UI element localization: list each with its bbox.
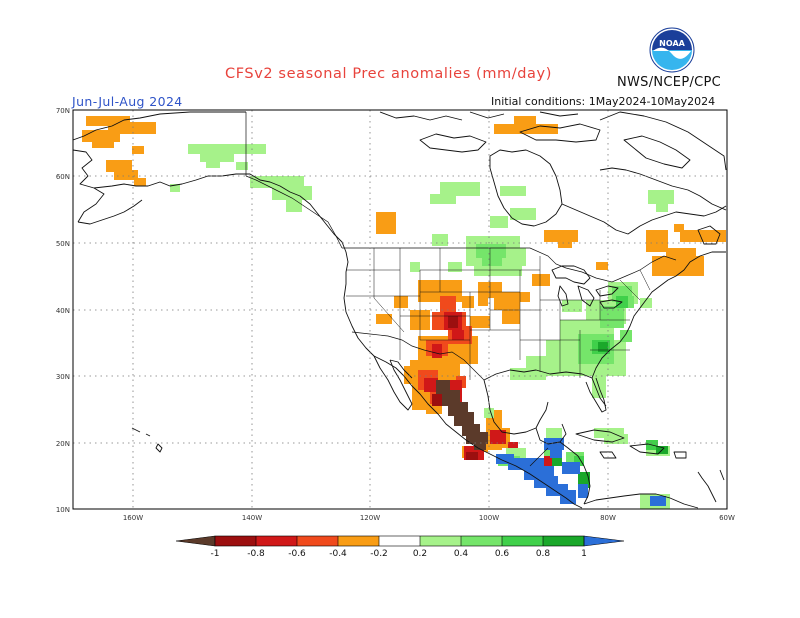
colorbar-swatch-2 (256, 536, 297, 546)
colorbar: -1 -0.8 -0.6 -0.4 -0.2 0.2 0.4 0.6 0.8 1 (175, 535, 625, 559)
lon-label-100w: 100W (479, 514, 499, 522)
map-title: CFSv2 seasonal Prec anomalies (mm/day) (225, 66, 552, 82)
colorbar-swatch-6 (420, 536, 461, 546)
anomaly-darkred-cells (432, 316, 478, 460)
colorbar-label-1: 1 (581, 549, 587, 559)
colorbar-swatch-4 (338, 536, 379, 546)
lat-label-30n: 30N (56, 373, 70, 381)
coastlines (73, 111, 727, 509)
colorbar-upper-triangle (583, 535, 625, 547)
colorbar-label-neg04: -0.4 (329, 549, 347, 559)
colorbar-label-06: 0.6 (495, 549, 510, 559)
colorbar-outline (214, 535, 585, 547)
lat-label-50n: 50N (56, 240, 70, 248)
graticule (73, 110, 727, 509)
colorbar-swatch-1 (215, 536, 256, 546)
lat-label-60n: 60N (56, 173, 70, 181)
map-frame (72, 109, 728, 510)
colorbar-label-02: 0.2 (413, 549, 427, 559)
anomaly-brown-cells (436, 380, 488, 450)
season-label: Jun-Jul-Aug 2024 (72, 94, 183, 109)
longitude-labels: 160W 140W 120W 100W 80W 60W (123, 514, 735, 522)
colorbar-swatch-5 (379, 536, 420, 546)
political-borders (245, 112, 677, 467)
anomaly-shading (73, 110, 727, 509)
lon-label-80w: 80W (600, 514, 616, 522)
lon-label-140w: 140W (242, 514, 262, 522)
colorbar-label-04: 0.4 (454, 549, 469, 559)
agency-label: NWS/NCEP/CPC (617, 75, 722, 90)
lon-label-60w: 60W (719, 514, 735, 522)
lon-label-160w: 160W (123, 514, 143, 522)
colorbar-swatch-8 (502, 536, 543, 546)
colorbar-label-neg02: -0.2 (370, 549, 388, 559)
logo-text: NOAA (659, 39, 685, 48)
colorbar-lower-triangle (175, 535, 216, 547)
noaa-logo-icon: NOAA (649, 27, 695, 73)
colorbar-swatch-3 (297, 536, 338, 546)
initial-conditions-label: Initial conditions: 1May2024-10May2024 (491, 95, 716, 108)
lat-label-40n: 40N (56, 307, 70, 315)
colorbar-swatch-9 (543, 536, 584, 546)
lon-label-120w: 120W (360, 514, 380, 522)
lat-label-10n: 10N (56, 506, 70, 514)
colorbar-label-neg1: -1 (211, 549, 220, 559)
lat-label-20n: 20N (56, 440, 70, 448)
colorbar-label-neg06: -0.6 (288, 549, 306, 559)
colorbar-label-neg08: -0.8 (247, 549, 265, 559)
anomaly-blue-cells (496, 438, 666, 506)
state-borders (346, 248, 651, 380)
colorbar-label-08: 0.8 (536, 549, 551, 559)
lat-label-70n: 70N (56, 107, 70, 115)
latitude-labels: 70N 60N 50N 40N 30N 20N 10N (56, 107, 70, 514)
colorbar-swatch-7 (461, 536, 502, 546)
